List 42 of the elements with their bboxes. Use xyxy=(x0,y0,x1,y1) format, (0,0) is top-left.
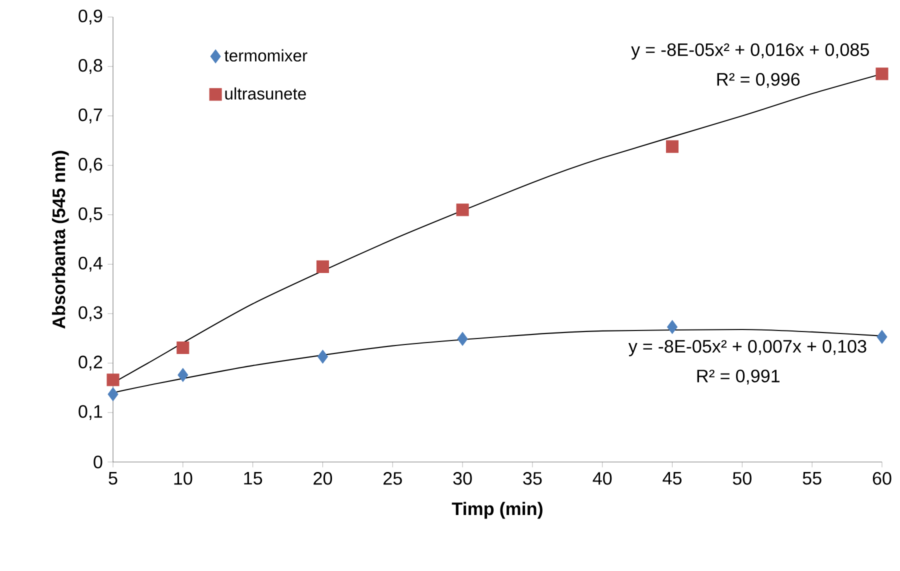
point xyxy=(457,332,468,346)
x-tick-label: 50 xyxy=(732,472,752,485)
point xyxy=(876,68,888,80)
annotation: R² = 0,991 xyxy=(697,370,780,385)
point xyxy=(178,368,188,382)
y-tick-label: 0,5 xyxy=(78,207,102,222)
point xyxy=(876,330,888,344)
x-tick-label: 20 xyxy=(314,472,332,485)
annotation: R² = 0,996 xyxy=(717,72,800,88)
y-axis-title: Absorbanta (545 nm) xyxy=(52,150,69,329)
x-tick-label: 40 xyxy=(592,472,612,485)
point xyxy=(666,140,679,153)
point xyxy=(176,342,190,354)
point xyxy=(667,320,678,334)
y-tick-label: 0,1 xyxy=(78,405,102,420)
annotation: y = -8E-05x² + 0,016x + 0,085 xyxy=(631,43,869,60)
point xyxy=(316,260,329,273)
point xyxy=(456,204,469,216)
y-tick-label: 0,7 xyxy=(78,108,102,124)
y-tick-label: 0,4 xyxy=(78,256,102,272)
point xyxy=(108,387,118,402)
x-tick-label: 5 xyxy=(108,472,118,485)
x-tick-label: 30 xyxy=(453,472,472,485)
y-tick-label: 0 xyxy=(94,456,102,468)
y-tick-label: 0,2 xyxy=(78,356,102,371)
y-tick-label: 0,6 xyxy=(78,158,102,173)
y-tick-label: 0,3 xyxy=(78,306,102,322)
y-tick-label: 0,9 xyxy=(78,10,102,24)
x-tick-label: 60 xyxy=(872,472,892,485)
x-tick-label: 45 xyxy=(662,472,682,485)
y-tick-label: 0,8 xyxy=(78,59,102,74)
legend-label: ultrasunete xyxy=(225,87,306,100)
x-axis-title: Timp (min) xyxy=(452,502,542,519)
x-tick-label: 15 xyxy=(244,472,262,485)
x-tick-label: 35 xyxy=(523,472,542,485)
legend-label: termomixer xyxy=(224,49,308,62)
point xyxy=(317,350,328,364)
x-tick-label: 55 xyxy=(802,472,822,485)
annotation: y = -8E-05x² + 0,007x + 0,103 xyxy=(628,340,866,356)
x-tick-label: 25 xyxy=(384,472,402,485)
point xyxy=(106,374,120,386)
x-tick-label: 10 xyxy=(174,472,192,485)
